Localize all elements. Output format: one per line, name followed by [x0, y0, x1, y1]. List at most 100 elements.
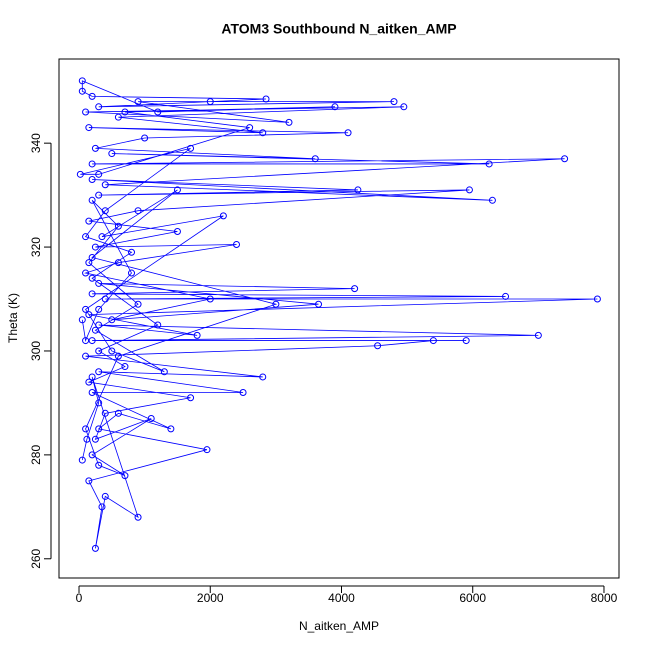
data-point	[88, 373, 96, 381]
data-point	[246, 124, 254, 132]
data-point	[108, 150, 116, 158]
data-point	[331, 103, 339, 111]
data-point	[374, 342, 382, 350]
data-point	[88, 196, 96, 204]
data-point	[272, 300, 280, 308]
data-point	[160, 368, 168, 376]
data-point	[141, 134, 149, 142]
data-point	[95, 279, 103, 287]
data-point	[91, 243, 99, 251]
data-point	[88, 389, 96, 397]
data-point	[82, 425, 90, 433]
data-point	[121, 108, 129, 116]
data-point	[114, 113, 122, 121]
data-point	[88, 451, 96, 459]
data-point	[173, 186, 181, 194]
data-point	[134, 98, 142, 106]
data-point	[114, 259, 122, 267]
data-point	[101, 295, 109, 303]
data-point	[78, 316, 86, 324]
data-point	[88, 92, 96, 100]
data-point	[85, 311, 93, 319]
data-point	[82, 305, 90, 313]
data-point	[285, 118, 293, 126]
data-point	[502, 292, 510, 300]
data-point	[134, 300, 142, 308]
data-point	[85, 477, 93, 485]
data-point	[95, 170, 103, 178]
data-point	[114, 409, 122, 417]
data-point	[167, 425, 175, 433]
data-point	[154, 321, 162, 329]
x-tick-label: 4000	[328, 591, 355, 605]
data-point	[193, 331, 201, 339]
data-point	[88, 290, 96, 298]
data-point	[239, 389, 247, 397]
data-point	[561, 155, 569, 163]
data-point	[134, 513, 142, 521]
data-point	[488, 196, 496, 204]
data-point	[465, 186, 473, 194]
data-point	[78, 456, 86, 464]
data-point	[114, 352, 122, 360]
data-point	[534, 331, 542, 339]
data-line	[80, 80, 598, 549]
data-point	[91, 435, 99, 443]
data-point	[400, 103, 408, 111]
data-point	[95, 399, 103, 407]
data-point	[91, 544, 99, 552]
data-point	[88, 274, 96, 282]
data-point	[88, 176, 96, 184]
data-point	[147, 415, 155, 423]
data-point	[95, 461, 103, 469]
chart-title: ATOM3 Southbound N_aitken_AMP	[221, 21, 456, 37]
data-point	[95, 191, 103, 199]
data-point	[233, 240, 241, 248]
data-point	[154, 108, 162, 116]
data-point	[128, 248, 136, 256]
y-tick-label: 320	[29, 237, 43, 257]
data-point	[390, 98, 398, 106]
data-point	[82, 269, 90, 277]
data-point	[88, 337, 96, 345]
data-point	[101, 492, 109, 500]
y-tick-label: 340	[29, 133, 43, 153]
data-point	[173, 227, 181, 235]
data-point	[203, 446, 211, 454]
data-point	[187, 144, 195, 152]
data-point	[593, 295, 601, 303]
x-tick-label: 6000	[459, 591, 486, 605]
x-tick-label: 0	[76, 591, 83, 605]
data-point	[351, 285, 359, 293]
x-tick-label: 2000	[197, 591, 224, 605]
data-point	[85, 217, 93, 225]
data-point	[76, 170, 84, 178]
data-point	[429, 337, 437, 345]
data-point	[98, 503, 106, 511]
data-point	[354, 186, 362, 194]
data-point	[88, 160, 96, 168]
data-point	[262, 95, 270, 103]
data-point	[98, 233, 106, 241]
data-point	[206, 295, 214, 303]
data-point	[82, 337, 90, 345]
data-point	[344, 129, 352, 137]
data-point	[82, 352, 90, 360]
data-point	[78, 77, 86, 85]
data-point	[101, 207, 109, 215]
data-point	[259, 129, 267, 137]
data-point	[91, 326, 99, 334]
data-point	[108, 347, 116, 355]
data-point	[85, 259, 93, 267]
data-point	[101, 181, 109, 189]
data-point	[101, 409, 109, 417]
y-tick-label: 280	[29, 445, 43, 465]
y-tick-label: 260	[29, 548, 43, 568]
data-point	[85, 378, 93, 386]
data-point	[95, 425, 103, 433]
data-point	[95, 321, 103, 329]
data-point	[128, 269, 136, 277]
data-point	[462, 337, 470, 345]
